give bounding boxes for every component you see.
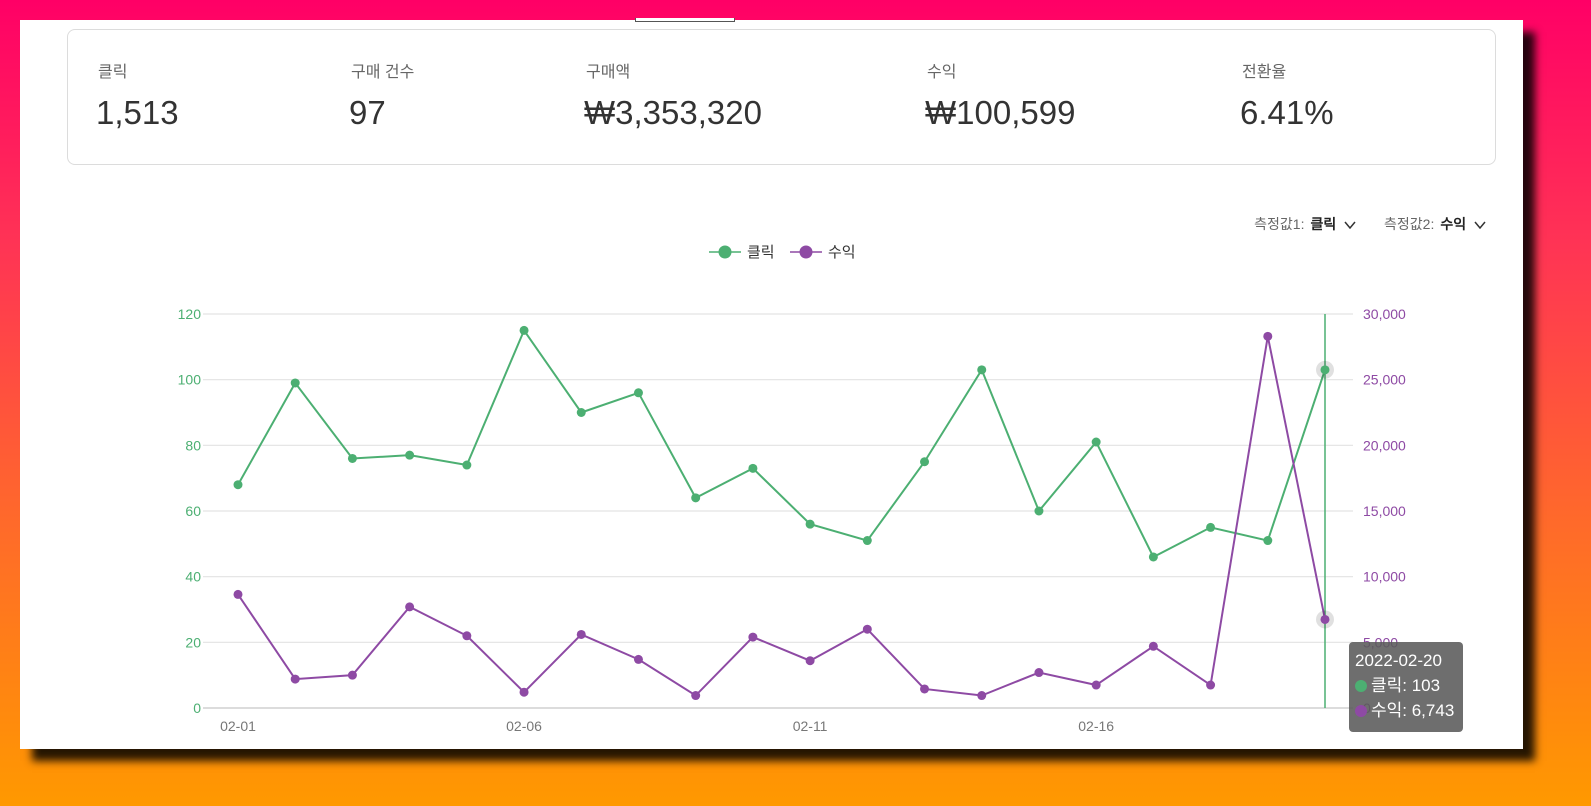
data-point-revenue (1320, 614, 1330, 624)
data-point-clicks (1206, 522, 1216, 532)
data-point-revenue (462, 631, 472, 641)
tooltip-clicks: 클릭: 103 (1371, 676, 1441, 695)
legend-swatch-dot (718, 245, 732, 259)
data-point-revenue (633, 654, 643, 664)
data-point-revenue (290, 674, 300, 684)
data-point-clicks (233, 480, 243, 490)
revenue-dot-icon (1355, 705, 1367, 717)
x-tick-label: 02-01 (220, 718, 256, 734)
series-line-clicks (237, 328, 1326, 559)
stat-label: 클릭 (98, 64, 128, 81)
tooltip-date: 2022-02-20 (1355, 651, 1442, 670)
chart-tooltip: 2022-02-20 클릭: 103 수익: 6,743 (1349, 642, 1463, 732)
stat-value: 1,513 (96, 94, 179, 131)
y-right-tick-label: 25,000 (1363, 372, 1406, 388)
data-point-clicks (1263, 536, 1273, 546)
data-point-revenue (977, 691, 987, 701)
stat-value: 97 (349, 94, 386, 131)
tooltip-row-revenue: 수익: 6,743 (1355, 698, 1463, 723)
summary-card: 클릭 1,513 구매 건수 97 구매액 ₩3,353,320 수익 ₩100… (67, 29, 1496, 165)
data-point-clicks (805, 519, 815, 529)
tooltip-row-clicks: 클릭: 103 (1355, 673, 1463, 698)
y-right-tick-label: 10,000 (1363, 569, 1406, 585)
data-point-revenue (519, 687, 529, 697)
y-left-tick-label: 100 (178, 372, 202, 388)
metric2-dropdown[interactable]: 측정값2: 수익 (1384, 214, 1486, 234)
data-point-clicks (462, 460, 472, 470)
y-left-tick-label: 40 (185, 569, 201, 585)
data-point-clicks (920, 457, 930, 467)
metric1-value: 클릭 (1310, 216, 1337, 232)
data-point-revenue (862, 624, 872, 634)
legend-swatch-dot (799, 245, 813, 259)
stat-label: 전환율 (1242, 64, 1287, 81)
stat-label: 구매액 (586, 64, 631, 81)
stat-label: 수익 (927, 64, 957, 81)
metric1-label: 측정값1: (1254, 216, 1305, 232)
data-point-clicks (405, 450, 415, 460)
y-left-tick-label: 0 (193, 700, 201, 716)
tooltip-revenue: 수익: 6,743 (1371, 701, 1455, 720)
y-left-tick-label: 20 (185, 634, 201, 650)
data-point-clicks (1034, 506, 1044, 516)
data-point-clicks (691, 493, 701, 503)
data-point-clicks (290, 378, 300, 388)
stat-value: ₩100,599 (925, 94, 1076, 131)
data-point-revenue (1091, 680, 1101, 690)
stat-label: 구매 건수 (351, 64, 415, 81)
data-point-clicks (1091, 437, 1101, 447)
line-chart: 00205,0004010,0006015,0008020,00010025,0… (178, 244, 1406, 734)
y-right-tick-label: 30,000 (1363, 306, 1406, 322)
metric2-label: 측정값2: (1384, 216, 1435, 232)
y-right-tick-label: 20,000 (1363, 437, 1406, 453)
y-left-tick-label: 60 (185, 503, 201, 519)
data-point-clicks (977, 365, 987, 375)
metric-selectors: 측정값1: 클릭 측정값2: 수익 (1230, 214, 1486, 234)
data-point-clicks (862, 536, 872, 546)
data-point-clicks (1148, 552, 1158, 562)
data-point-revenue (1206, 680, 1216, 690)
data-point-revenue (405, 602, 415, 612)
data-point-revenue (691, 691, 701, 701)
data-point-revenue (1148, 641, 1158, 651)
data-point-clicks (576, 408, 586, 417)
stat-value: ₩3,353,320 (584, 94, 762, 131)
chevron-down-icon (1344, 221, 1356, 230)
x-tick-label: 02-16 (1078, 718, 1114, 734)
data-point-clicks (633, 388, 643, 398)
clicks-dot-icon (1355, 680, 1367, 692)
y-right-tick-label: 15,000 (1363, 503, 1406, 519)
legend-label: 수익 (828, 244, 856, 261)
data-point-revenue (805, 656, 815, 666)
data-point-revenue (576, 629, 586, 639)
report-panel: 클릭 1,513 구매 건수 97 구매액 ₩3,353,320 수익 ₩100… (20, 18, 1523, 749)
x-tick-label: 02-06 (506, 718, 542, 734)
top-tab-marker (635, 18, 735, 22)
data-point-revenue (347, 670, 357, 680)
data-point-clicks (519, 325, 529, 335)
y-left-tick-label: 80 (185, 437, 201, 453)
metric2-value: 수익 (1440, 216, 1467, 232)
stat-value: 6.41% (1240, 94, 1334, 131)
data-point-clicks (347, 453, 357, 463)
legend-label: 클릭 (747, 244, 775, 261)
data-point-revenue (748, 632, 758, 642)
x-tick-label: 02-11 (793, 718, 828, 734)
data-point-revenue (233, 589, 243, 599)
data-point-revenue (1034, 668, 1044, 678)
metric1-dropdown[interactable]: 측정값1: 클릭 (1254, 214, 1356, 234)
data-point-revenue (920, 684, 930, 694)
y-left-tick-label: 120 (178, 306, 202, 322)
data-point-clicks (748, 463, 758, 473)
data-point-revenue (1263, 331, 1273, 341)
data-point-clicks (1320, 365, 1330, 375)
series-line-revenue (237, 336, 1326, 697)
chevron-down-icon (1474, 221, 1486, 230)
